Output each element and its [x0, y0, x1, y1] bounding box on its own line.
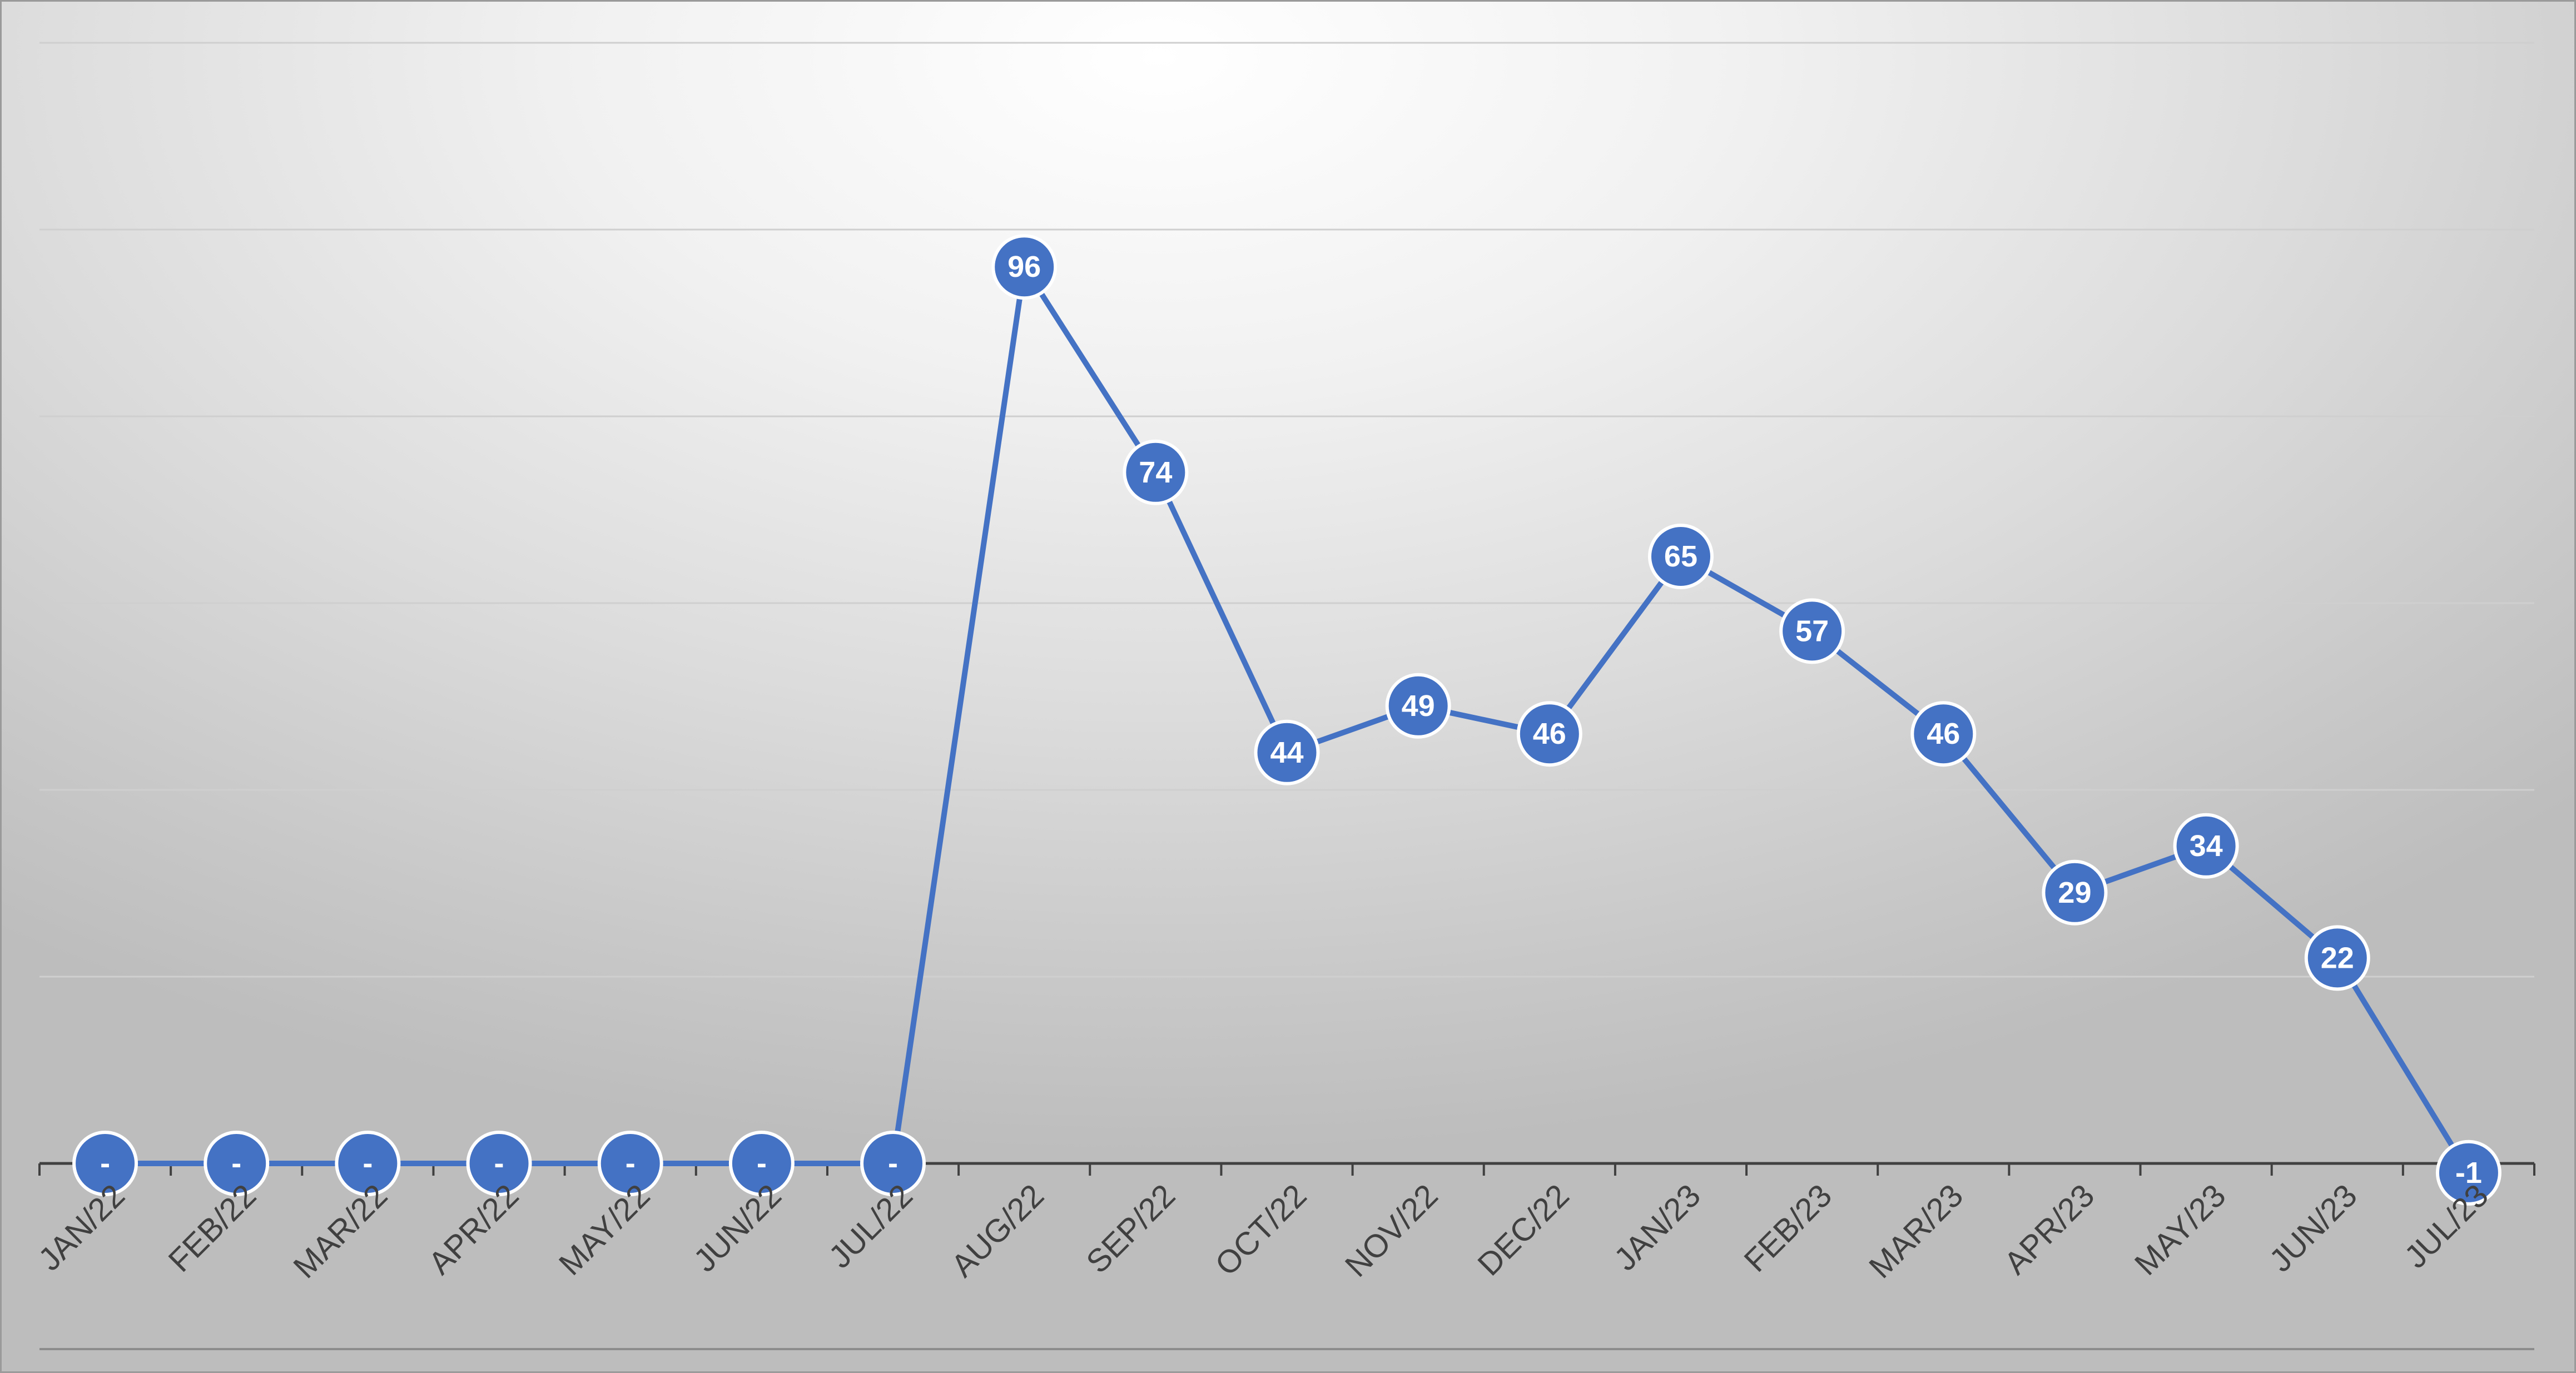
data-point-marker: [1254, 719, 1320, 785]
x-tick-label: JAN/23: [1607, 1177, 1707, 1277]
data-label: 96: [1007, 250, 1041, 283]
data-point-marker: [466, 1131, 532, 1196]
data-point-marker: [860, 1131, 926, 1196]
x-tick-label: MAR/23: [1862, 1177, 1970, 1285]
data-point-marker: [72, 1131, 138, 1196]
data-point-marker: [1385, 673, 1451, 739]
data-label: 65: [1664, 540, 1698, 573]
x-tick-label: FEB/23: [1737, 1177, 1839, 1279]
data-label: -: [888, 1147, 898, 1180]
data-point-marker: [991, 234, 1058, 300]
x-tick-label: MAY/22: [552, 1177, 657, 1282]
x-tick-label: MAY/23: [2128, 1177, 2233, 1282]
data-label: 34: [2190, 829, 2223, 863]
data-point-marker: [335, 1131, 401, 1196]
data-label: 57: [1795, 614, 1829, 648]
data-point-marker: [728, 1131, 795, 1196]
data-point-marker: [1910, 701, 1977, 767]
x-tick-label: MAR/22: [286, 1177, 394, 1285]
data-label: -: [100, 1147, 110, 1180]
data-point-marker: [1647, 524, 1714, 589]
data-point-marker: [204, 1131, 270, 1196]
x-tick-labels: JAN/22 FEB/22 MAR/22 APR/22 MAY/22 JUN/22 JUL/…: [32, 1177, 2495, 1285]
data-label: 29: [2058, 876, 2091, 909]
data-label: 22: [2321, 941, 2354, 974]
x-tick-label: APR/22: [421, 1177, 525, 1281]
x-tick-label: JUN/23: [2262, 1177, 2364, 1279]
data-point-marker: [1123, 439, 1189, 505]
x-tick-label: JAN/22: [32, 1177, 132, 1277]
x-tick-label: SEP/22: [1079, 1177, 1182, 1280]
data-point-marker: [1779, 598, 1845, 664]
x-tick-label: APR/23: [1997, 1177, 2101, 1281]
x-tick-label: FEB/22: [161, 1177, 263, 1279]
data-point-marker: [2304, 925, 2370, 991]
x-tick-label: OCT/22: [1208, 1177, 1314, 1283]
data-markers: - - - - - - - 96 74 44 49 46 65 57 46 29 34 22 -1: [72, 234, 2501, 1206]
x-tick-label: DEC/22: [1471, 1177, 1576, 1283]
data-label: -1: [2455, 1156, 2482, 1190]
data-point-marker: [2042, 859, 2108, 926]
data-point-marker: [597, 1131, 663, 1196]
data-label: -: [626, 1147, 636, 1180]
data-point-marker: [1516, 701, 1582, 767]
x-tick-label: NOV/22: [1338, 1177, 1445, 1284]
x-tick-label: JUL/22: [822, 1177, 920, 1275]
gridlines: [39, 42, 2534, 1350]
data-label: -: [494, 1147, 504, 1180]
data-label: -: [757, 1147, 767, 1180]
data-label: 44: [1270, 736, 1303, 769]
data-point-marker: [2435, 1140, 2501, 1206]
data-label: -: [363, 1147, 373, 1180]
data-point-marker: [2173, 813, 2239, 879]
data-label: 46: [1533, 717, 1566, 750]
x-tick-label: AUG/22: [944, 1177, 1051, 1284]
data-label: 74: [1139, 456, 1172, 489]
data-label: -: [231, 1147, 241, 1180]
data-label: 46: [1927, 717, 1960, 750]
data-label: 49: [1402, 689, 1435, 723]
x-tick-label: JUN/22: [687, 1177, 788, 1279]
